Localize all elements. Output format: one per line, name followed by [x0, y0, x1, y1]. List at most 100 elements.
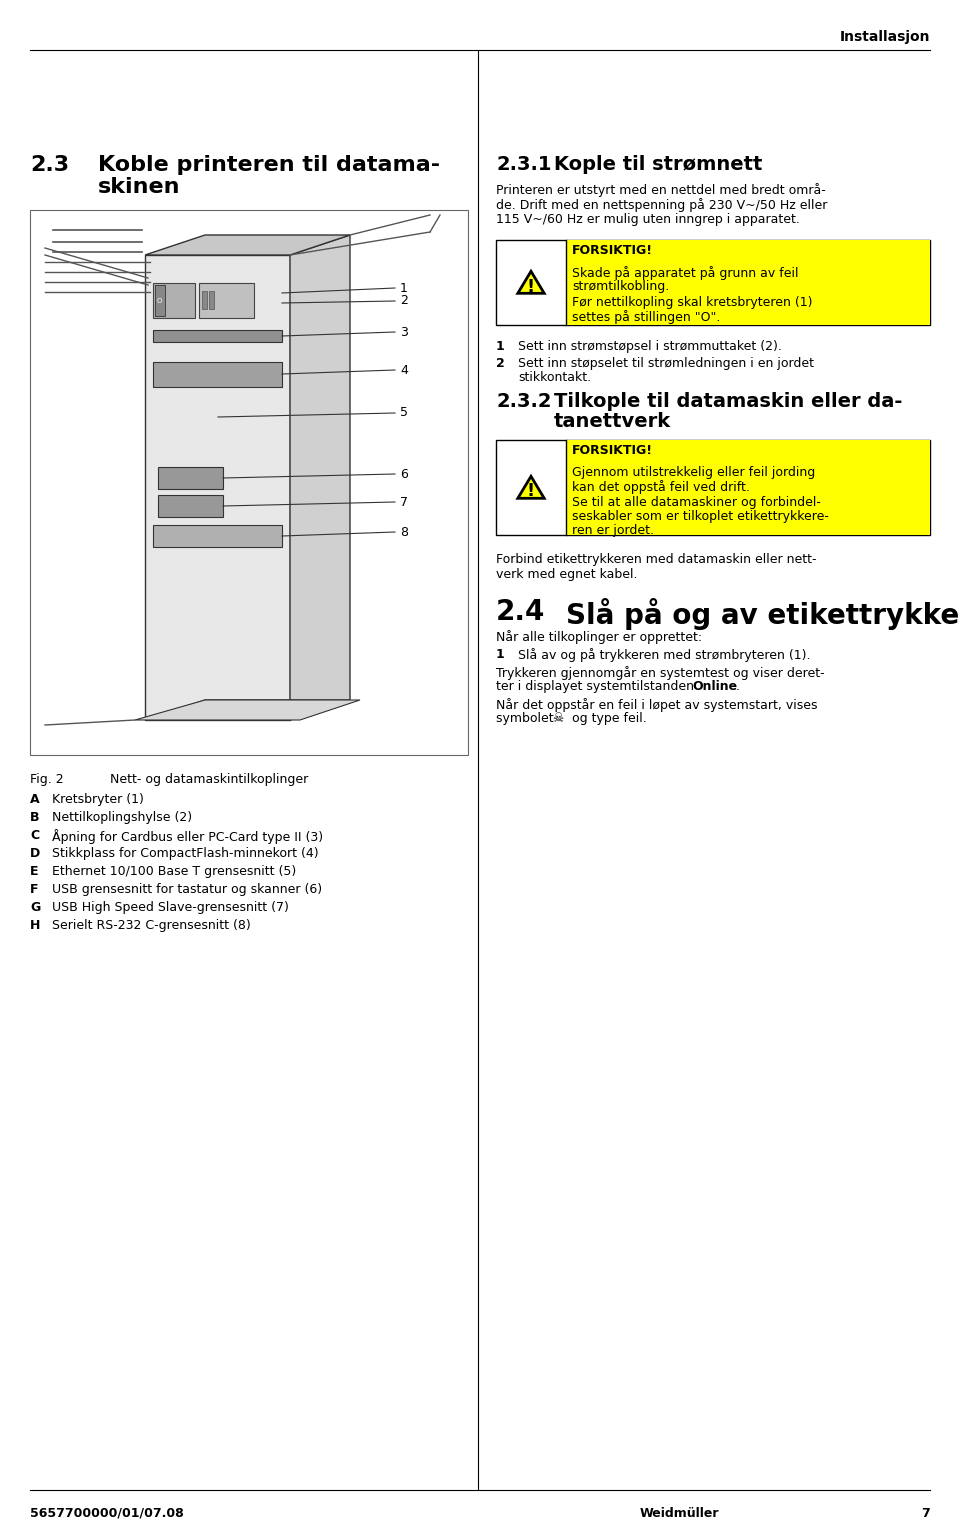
Text: 2.3.2: 2.3.2 [496, 392, 551, 411]
Text: 5: 5 [400, 406, 408, 420]
Text: 2.3: 2.3 [30, 155, 69, 175]
Polygon shape [158, 468, 223, 489]
Text: Trykkeren gjennomgår en systemtest og viser deret-: Trykkeren gjennomgår en systemtest og vi… [496, 665, 825, 681]
FancyBboxPatch shape [496, 440, 930, 535]
Polygon shape [153, 284, 195, 317]
Text: 2: 2 [400, 294, 408, 308]
Text: Fig. 2: Fig. 2 [30, 773, 63, 786]
Polygon shape [153, 524, 282, 547]
Text: 7: 7 [922, 1507, 930, 1521]
Text: 3: 3 [400, 325, 408, 339]
Text: E: E [30, 865, 38, 878]
FancyBboxPatch shape [496, 241, 930, 325]
Text: Sett inn strømstøpsel i strømmuttaket (2).: Sett inn strømstøpsel i strømmuttaket (2… [518, 340, 781, 353]
Text: G: G [30, 901, 40, 914]
Text: Nett- og datamaskintilkoplinger: Nett- og datamaskintilkoplinger [110, 773, 308, 786]
Text: Gjennom utilstrekkelig eller feil jording: Gjennom utilstrekkelig eller feil jordin… [572, 466, 815, 478]
Text: 2.4: 2.4 [496, 598, 545, 625]
Polygon shape [145, 701, 350, 721]
Polygon shape [202, 291, 207, 310]
Text: Ethernet 10/100 Base T grensesnitt (5): Ethernet 10/100 Base T grensesnitt (5) [52, 865, 297, 878]
Text: Printeren er utstyrt med en nettdel med bredt områ-: Printeren er utstyrt med en nettdel med … [496, 182, 826, 196]
Circle shape [215, 527, 221, 533]
FancyBboxPatch shape [566, 241, 930, 261]
Circle shape [165, 527, 171, 533]
Text: FORSIKTIG!: FORSIKTIG! [572, 445, 653, 457]
Text: Serielt RS-232 C-grensesnitt (8): Serielt RS-232 C-grensesnitt (8) [52, 918, 251, 932]
Circle shape [235, 527, 241, 533]
Text: ter i displayet systemtilstanden: ter i displayet systemtilstanden [496, 681, 698, 693]
Circle shape [182, 399, 218, 435]
Text: USB grensesnitt for tastatur og skanner (6): USB grensesnitt for tastatur og skanner … [52, 883, 323, 895]
Text: 2: 2 [496, 357, 505, 369]
Circle shape [225, 527, 231, 533]
Text: 7: 7 [400, 495, 408, 509]
Text: Når alle tilkoplinger er opprettet:: Når alle tilkoplinger er opprettet: [496, 630, 702, 644]
Text: 115 V~/60 Hz er mulig uten inngrep i apparatet.: 115 V~/60 Hz er mulig uten inngrep i app… [496, 213, 800, 225]
Text: symbolet: symbolet [496, 711, 558, 725]
Text: Weidmüller: Weidmüller [640, 1507, 719, 1521]
Text: kan det oppstå feil ved drift.: kan det oppstå feil ved drift. [572, 480, 750, 494]
Text: Online: Online [692, 681, 737, 693]
Polygon shape [145, 235, 350, 254]
Text: FORSIKTIG!: FORSIKTIG! [572, 244, 653, 258]
Text: Åpning for Cardbus eller PC-Card type II (3): Åpning for Cardbus eller PC-Card type II… [52, 829, 324, 845]
Text: verk med egnet kabel.: verk med egnet kabel. [496, 569, 637, 581]
FancyBboxPatch shape [566, 460, 930, 535]
Text: 2.3.1: 2.3.1 [496, 155, 551, 175]
Polygon shape [517, 477, 544, 498]
Text: Kretsbryter (1): Kretsbryter (1) [52, 793, 144, 806]
Text: Kople til strømnett: Kople til strømnett [554, 155, 762, 175]
Text: O: O [156, 297, 161, 304]
Text: skinen: skinen [98, 176, 180, 198]
Text: og type feil.: og type feil. [568, 711, 647, 725]
Polygon shape [158, 495, 223, 517]
Polygon shape [153, 330, 282, 342]
Text: Stikkplass for CompactFlash-minnekort (4): Stikkplass for CompactFlash-minnekort (4… [52, 848, 319, 860]
Polygon shape [155, 285, 165, 316]
Text: settes på stillingen "O".: settes på stillingen "O". [572, 310, 720, 323]
Text: 1: 1 [496, 340, 505, 353]
Text: Tilkople til datamaskin eller da-: Tilkople til datamaskin eller da- [554, 392, 902, 411]
Text: Installasjon: Installasjon [839, 31, 930, 44]
Circle shape [195, 527, 201, 533]
Text: C: C [30, 829, 39, 842]
Text: strømtilkobling.: strømtilkobling. [572, 281, 669, 293]
Text: 4: 4 [400, 363, 408, 377]
Text: 8: 8 [400, 526, 408, 538]
Text: Slå på og av etikettrykkeren: Slå på og av etikettrykkeren [566, 598, 960, 630]
Text: Nettilkoplingshylse (2): Nettilkoplingshylse (2) [52, 811, 192, 825]
Polygon shape [290, 235, 350, 721]
Text: .: . [736, 681, 740, 693]
Text: B: B [30, 811, 39, 825]
Polygon shape [517, 271, 544, 293]
Text: H: H [30, 918, 40, 932]
Text: Slå av og på trykkeren med strømbryteren (1).: Slå av og på trykkeren med strømbryteren… [518, 648, 810, 662]
Polygon shape [145, 254, 290, 721]
Text: Når det oppstår en feil i løpet av systemstart, vises: Når det oppstår en feil i løpet av syste… [496, 698, 818, 711]
Text: A: A [30, 793, 39, 806]
Text: 5657700000/01/07.08: 5657700000/01/07.08 [30, 1507, 183, 1521]
Polygon shape [199, 284, 254, 317]
Circle shape [155, 527, 161, 533]
Circle shape [175, 527, 181, 533]
Text: de. Drift med en nettspenning på 230 V~/50 Hz eller: de. Drift med en nettspenning på 230 V~/… [496, 198, 828, 212]
Circle shape [185, 527, 191, 533]
Text: seskabler som er tilkoplet etikettrykkere-: seskabler som er tilkoplet etikettrykker… [572, 510, 828, 523]
Text: D: D [30, 848, 40, 860]
Text: 1: 1 [496, 648, 505, 661]
Text: 6: 6 [400, 468, 408, 480]
Text: F: F [30, 883, 38, 895]
Polygon shape [153, 362, 282, 386]
Text: Se til at alle datamaskiner og forbindel-: Se til at alle datamaskiner og forbindel… [572, 497, 821, 509]
Text: Forbind etikettrykkeren med datamaskin eller nett-: Forbind etikettrykkeren med datamaskin e… [496, 553, 817, 566]
Text: Skade på apparatet på grunn av feil: Skade på apparatet på grunn av feil [572, 267, 799, 281]
FancyBboxPatch shape [30, 210, 468, 754]
FancyBboxPatch shape [566, 440, 930, 460]
Text: ren er jordet.: ren er jordet. [572, 524, 654, 537]
Text: Koble printeren til datama-: Koble printeren til datama- [98, 155, 440, 175]
Text: USB High Speed Slave-grensesnitt (7): USB High Speed Slave-grensesnitt (7) [52, 901, 289, 914]
Text: tanettverk: tanettverk [554, 412, 671, 431]
Text: !: ! [527, 277, 535, 296]
FancyBboxPatch shape [566, 261, 930, 325]
